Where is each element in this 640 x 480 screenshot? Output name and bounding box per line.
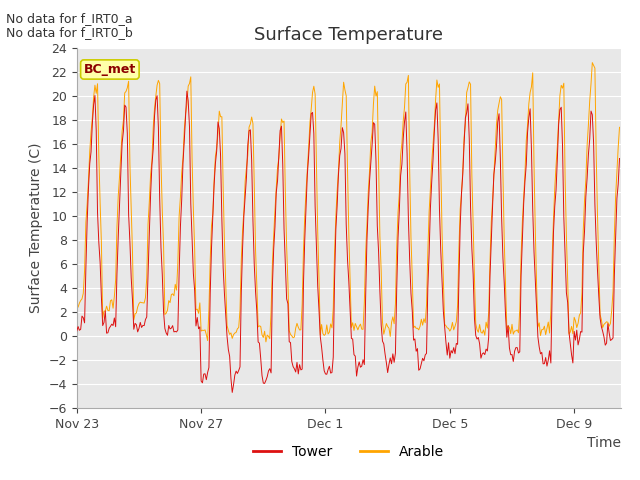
Legend: Tower, Arable: Tower, Arable [246,438,451,466]
Title: Surface Temperature: Surface Temperature [254,25,444,44]
Text: No data for f_IRT0_a: No data for f_IRT0_a [6,12,133,25]
Text: No data for f_IRT0_b: No data for f_IRT0_b [6,26,133,39]
X-axis label: Time: Time [587,436,621,450]
Text: BC_met: BC_met [84,63,136,76]
Y-axis label: Surface Temperature (C): Surface Temperature (C) [29,143,43,313]
